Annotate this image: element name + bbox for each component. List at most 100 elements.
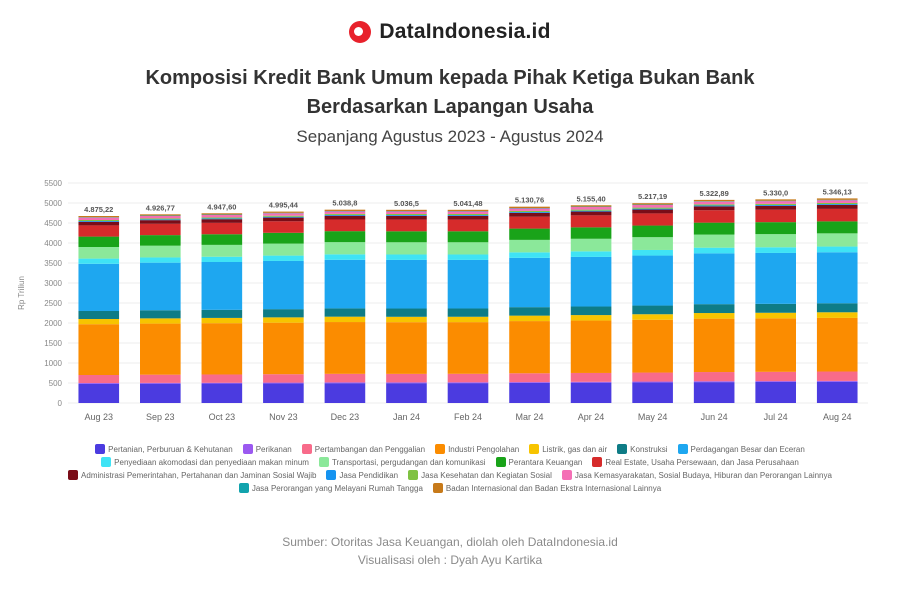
- bar-segment: [632, 305, 673, 315]
- bar-segment: [693, 382, 735, 403]
- bar-segment: [78, 324, 120, 375]
- bar-segment: [447, 383, 489, 403]
- y-tick-label: 5000: [44, 199, 62, 208]
- bar-segment: [570, 256, 612, 307]
- legend-label: Industri Pengolahan: [448, 444, 520, 454]
- legend-swatch: [495, 457, 506, 467]
- bar-segment: [509, 382, 550, 403]
- bar-segment: [447, 382, 489, 384]
- bar-segment: [78, 216, 120, 218]
- bar-segment: [201, 244, 243, 257]
- bar-segment: [386, 322, 427, 374]
- bar-segment: [263, 221, 304, 233]
- bar-segment: [140, 257, 181, 263]
- bar-segment: [816, 204, 858, 205]
- bar-segment: [201, 234, 243, 245]
- bar-segment: [386, 373, 427, 383]
- bar-segment: [447, 316, 489, 323]
- legend-swatch: [408, 470, 419, 480]
- legend-label: Perikanan: [255, 444, 292, 454]
- bar-segment: [324, 242, 366, 255]
- legend-swatch: [68, 470, 79, 480]
- legend-item: Listrik, gas dan air: [529, 444, 607, 454]
- bar-segment: [263, 383, 304, 403]
- bar-segment: [263, 255, 304, 261]
- bar-total-label: 5.322,89: [700, 189, 729, 198]
- bar-segment: [324, 382, 366, 384]
- bar-segment: [263, 216, 304, 218]
- bar-segment: [632, 209, 673, 214]
- legend-label: Penyediaan akomodasi dan penyediaan maka…: [114, 457, 309, 467]
- legend-label: Real Estate, Usaha Persewaan, dan Jasa P…: [605, 457, 799, 467]
- legend-item: Perikanan: [242, 444, 292, 454]
- bar-total-label: 5.155,40: [576, 194, 605, 203]
- bar-segment: [509, 321, 550, 374]
- bar-segment: [78, 236, 120, 247]
- x-tick-label: Jun 24: [701, 412, 728, 422]
- bar-segment: [78, 221, 120, 226]
- legend-item: Jasa Kesehatan dan Kegiatan Sosial: [408, 470, 552, 480]
- bar-segment: [632, 237, 673, 250]
- bar-segment: [324, 231, 366, 243]
- bar-segment: [78, 225, 120, 237]
- bar-segment: [263, 211, 304, 213]
- bar-segment: [693, 304, 735, 314]
- legend-item: Jasa Kemasyarakatan, Sosial Budaya, Hibu…: [561, 470, 832, 480]
- bar-segment: [201, 383, 243, 403]
- x-tick-label: Aug 24: [823, 412, 852, 422]
- bar-segment: [140, 382, 181, 384]
- bar-total-label: 5.130,76: [515, 196, 544, 205]
- bar-segment: [78, 217, 120, 220]
- bar-segment: [386, 219, 427, 232]
- bar-segment: [570, 315, 612, 321]
- bar-segment: [78, 263, 120, 311]
- bar-segment: [693, 210, 735, 223]
- bar-segment: [263, 213, 304, 216]
- bar-segment: [447, 215, 489, 220]
- bar-segment: [447, 214, 489, 216]
- bar-segment: [570, 372, 612, 382]
- bar-segment: [447, 242, 489, 255]
- bar-segment: [816, 317, 858, 372]
- legend-item: Jasa Pendidikan: [326, 470, 398, 480]
- legend-label: Jasa Perorangan yang Melayani Rumah Tang…: [251, 483, 423, 493]
- bar-segment: [140, 235, 181, 246]
- bar-segment: [78, 383, 120, 384]
- bar-segment: [816, 312, 858, 318]
- bar-segment: [324, 322, 366, 374]
- legend-item: Perantara Keuangan: [495, 457, 582, 467]
- y-tick-label: 1500: [44, 339, 62, 348]
- bar-segment: [78, 383, 120, 403]
- bar-segment: [755, 318, 796, 372]
- bar-segment: [201, 213, 243, 215]
- bar-segment: [263, 322, 304, 375]
- bar-total-label: 4.947,60: [207, 202, 236, 211]
- bar-segment: [386, 383, 427, 403]
- legend-item: Perdagangan Besar dan Eceran: [677, 444, 805, 454]
- bar-segment: [386, 215, 427, 216]
- bar-segment: [755, 201, 796, 204]
- bar-segment: [78, 221, 120, 222]
- bar-segment: [201, 217, 243, 219]
- y-tick-label: 0: [58, 399, 63, 408]
- bar-segment: [816, 246, 858, 253]
- bar-segment: [755, 234, 796, 248]
- bar-segment: [693, 205, 735, 207]
- bar-segment: [509, 307, 550, 316]
- bar-segment: [447, 211, 489, 214]
- bar-segment: [386, 308, 427, 317]
- bar-segment: [78, 258, 120, 264]
- bar-segment: [447, 259, 489, 309]
- bar-segment: [263, 309, 304, 318]
- bar-segment: [386, 259, 427, 309]
- bar-segment: [324, 211, 366, 214]
- bar-segment: [632, 207, 673, 209]
- bar-segment: [816, 381, 858, 403]
- bar-segment: [201, 219, 243, 223]
- bar-segment: [693, 372, 735, 382]
- bar-total-label: 5.036,5: [394, 199, 419, 208]
- bar-segment: [201, 262, 243, 310]
- bar-segment: [386, 254, 427, 260]
- bar-segment: [816, 221, 858, 234]
- brand-name: DataIndonesia.id: [379, 20, 551, 43]
